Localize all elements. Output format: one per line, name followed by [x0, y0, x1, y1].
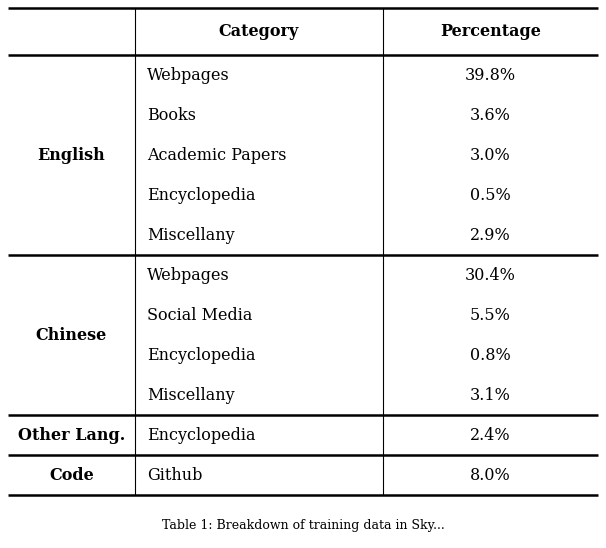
Text: Miscellany: Miscellany [147, 226, 235, 243]
Text: 2.4%: 2.4% [470, 426, 511, 443]
Text: Category: Category [219, 23, 299, 40]
Text: Webpages: Webpages [147, 66, 230, 83]
Text: English: English [38, 146, 105, 163]
Text: 5.5%: 5.5% [470, 306, 511, 323]
Text: 2.9%: 2.9% [470, 226, 511, 243]
Text: 8.0%: 8.0% [470, 466, 511, 483]
Text: 0.5%: 0.5% [470, 186, 511, 203]
Text: Table 1: Breakdown of training data in Sky...: Table 1: Breakdown of training data in S… [162, 518, 444, 532]
Text: 0.8%: 0.8% [470, 346, 511, 363]
Text: Social Media: Social Media [147, 306, 252, 323]
Text: 39.8%: 39.8% [465, 66, 516, 83]
Text: 3.0%: 3.0% [470, 146, 511, 163]
Text: Github: Github [147, 466, 202, 483]
Text: 3.6%: 3.6% [470, 106, 511, 123]
Text: Books: Books [147, 106, 196, 123]
Text: 3.1%: 3.1% [470, 386, 511, 403]
Text: Other Lang.: Other Lang. [18, 426, 125, 443]
Text: Encyclopedia: Encyclopedia [147, 426, 255, 443]
Text: Percentage: Percentage [440, 23, 541, 40]
Text: Miscellany: Miscellany [147, 386, 235, 403]
Text: 30.4%: 30.4% [465, 266, 516, 283]
Text: Chinese: Chinese [36, 327, 107, 344]
Text: Encyclopedia: Encyclopedia [147, 346, 255, 363]
Text: Academic Papers: Academic Papers [147, 146, 287, 163]
Text: Code: Code [49, 466, 94, 483]
Text: Encyclopedia: Encyclopedia [147, 186, 255, 203]
Text: Webpages: Webpages [147, 266, 230, 283]
